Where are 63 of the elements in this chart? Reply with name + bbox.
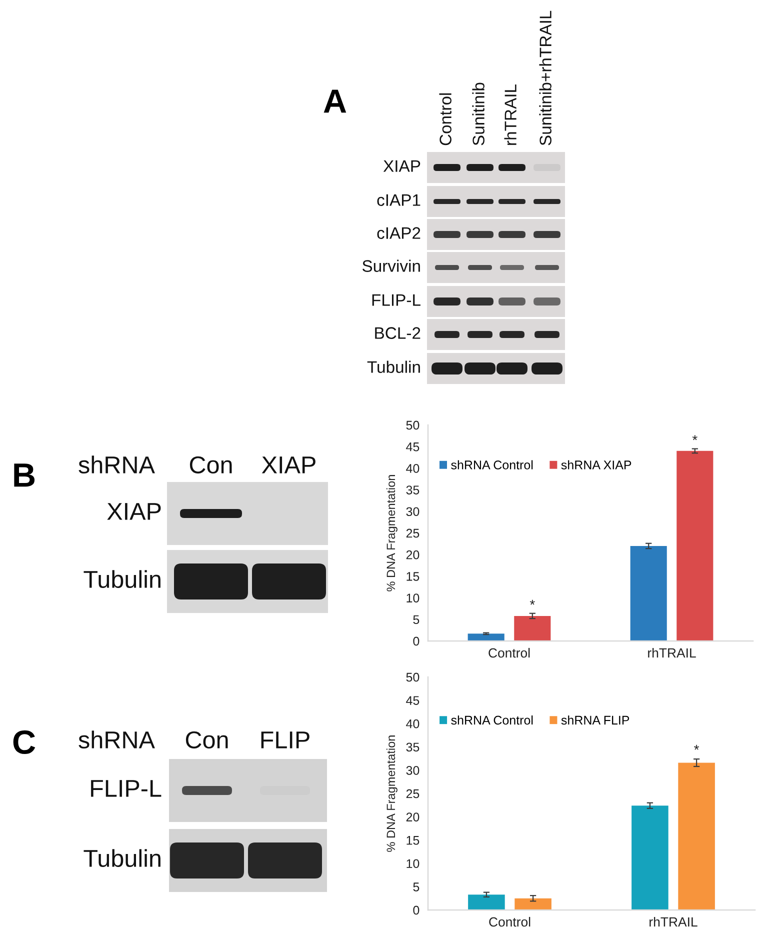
y-tick-label: 15	[406, 836, 420, 845]
text: A	[324, 90, 346, 113]
category-label: cIAP1	[377, 194, 420, 206]
category-label: XIAP	[107, 503, 161, 520]
y-tick-label: 40	[406, 719, 420, 728]
legend-label: shRNA Control	[451, 715, 533, 725]
category-label: Sunitinib+rhTRAIL	[539, 10, 552, 146]
legend-label: shRNA XIAP	[561, 460, 632, 470]
category-label: FLIP-L	[372, 294, 420, 306]
text: shRNA	[78, 456, 155, 474]
y-tick-label: 25	[406, 528, 420, 538]
bar	[630, 546, 667, 641]
category-label: FLIP	[261, 732, 310, 748]
category-label: FLIP-L	[91, 780, 162, 797]
bar	[468, 894, 505, 910]
y-tick-label: 50	[406, 672, 420, 682]
category-label: Survivin	[362, 260, 420, 272]
y-tick-label: 10	[406, 594, 420, 602]
category-label: Sunitinib	[472, 82, 484, 146]
category-label: Con	[186, 731, 228, 749]
bar	[678, 762, 715, 910]
data-label: *	[692, 435, 698, 440]
category-label: Tubulin	[84, 849, 160, 868]
bar	[514, 616, 551, 641]
legend-label: shRNA Control	[451, 460, 533, 470]
y-tick-label: 45	[406, 442, 420, 452]
category-label: Tubulin	[84, 570, 160, 588]
y-tick-label: 25	[406, 789, 420, 798]
y-tick-label: 15	[406, 572, 420, 581]
y-tick-label: 30	[406, 766, 420, 775]
y-axis-title: % DNA Fragmentation	[386, 475, 398, 592]
category-label: Tubulin	[367, 360, 420, 373]
data-label: *	[694, 744, 700, 750]
text: C	[13, 730, 36, 754]
y-tick-label: 10	[406, 859, 420, 868]
y-tick-label: 0	[413, 636, 420, 646]
category-label: BCL-2	[375, 327, 420, 339]
category-label: XIAP	[383, 160, 420, 172]
category-label: cIAP2	[377, 227, 420, 239]
category-label: XIAP	[262, 456, 316, 474]
text: shRNA	[78, 730, 155, 749]
y-tick-label: 50	[406, 420, 420, 430]
y-tick-label: 45	[406, 696, 420, 705]
category-label: rhTRAIL	[504, 84, 516, 145]
y-tick-label: 0	[413, 906, 420, 915]
data-label: *	[530, 600, 535, 605]
y-tick-label: 40	[406, 464, 420, 473]
category-label: Con	[190, 456, 232, 474]
y-axis-title: % DNA Fragmentation	[386, 736, 398, 852]
y-tick-label: 5	[413, 882, 420, 892]
text: B	[14, 464, 35, 487]
legend-label: shRNA FLIP	[561, 715, 630, 725]
bar	[632, 806, 668, 910]
y-tick-label: 30	[406, 507, 420, 516]
y-tick-label: 5	[413, 615, 420, 624]
y-tick-label: 35	[406, 742, 420, 752]
bar	[514, 898, 552, 910]
bar	[676, 450, 714, 641]
bar	[468, 634, 504, 641]
y-tick-label: 20	[406, 812, 420, 822]
y-tick-label: 20	[406, 550, 420, 560]
y-tick-label: 35	[406, 486, 420, 494]
category-label: Control	[439, 93, 452, 146]
